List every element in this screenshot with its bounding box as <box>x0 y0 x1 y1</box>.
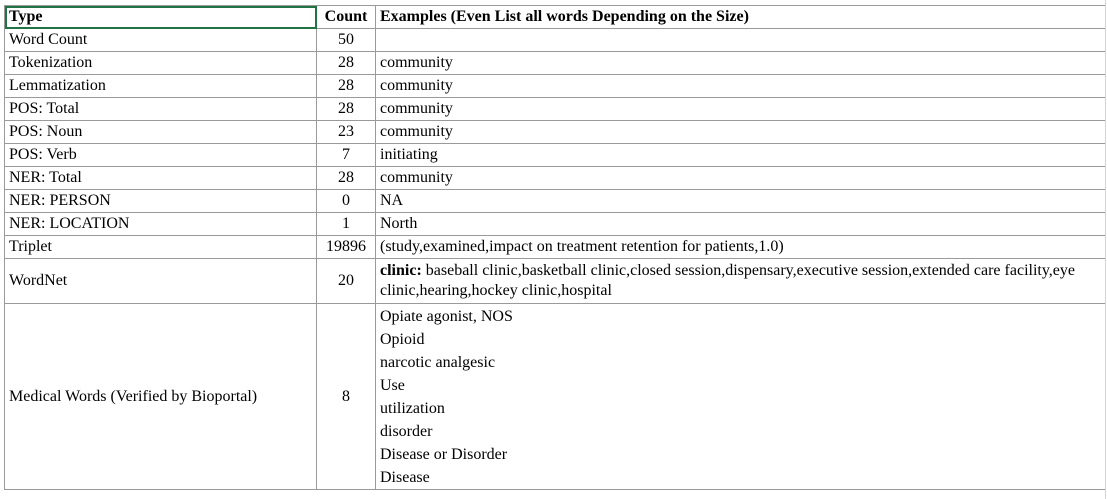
count-cell[interactable]: 20 <box>316 258 376 304</box>
example-cell[interactable]: NA <box>375 189 1106 213</box>
type-cell[interactable]: Tokenization <box>4 51 317 75</box>
header-type-cell[interactable]: Type <box>4 5 317 29</box>
count-cell[interactable]: 28 <box>316 166 376 190</box>
wordnet-synonyms: baseball clinic,basketball clinic,closed… <box>380 262 1076 299</box>
example-cell[interactable]: initiating <box>375 143 1106 167</box>
example-cell[interactable]: community <box>375 120 1106 144</box>
count-cell[interactable]: 1 <box>316 212 376 236</box>
count-cell[interactable]: 8 <box>316 303 376 490</box>
count-cell[interactable]: 50 <box>316 28 376 52</box>
type-cell[interactable]: WordNet <box>4 258 317 304</box>
count-cell[interactable]: 7 <box>316 143 376 167</box>
table-row: Word Count 50 <box>4 28 1106 52</box>
medical-word: utilization <box>380 400 445 417</box>
medical-row: Medical Words (Verified by Bioportal) 8 … <box>4 303 1106 490</box>
example-cell[interactable]: community <box>375 97 1106 121</box>
table-row: POS: Total 28 community <box>4 97 1106 121</box>
count-cell[interactable]: 28 <box>316 97 376 121</box>
type-cell[interactable]: NER: LOCATION <box>4 212 317 236</box>
medical-word: disorder <box>380 423 433 440</box>
count-cell[interactable]: 28 <box>316 51 376 75</box>
medical-word: Opiate agonist, NOS <box>380 308 513 325</box>
count-cell[interactable]: 0 <box>316 189 376 213</box>
table-row: POS: Verb 7 initiating <box>4 143 1106 167</box>
type-cell[interactable]: NER: Total <box>4 166 317 190</box>
type-cell[interactable]: Triplet <box>4 235 317 259</box>
medical-word: Disease <box>380 469 430 486</box>
count-cell[interactable]: 23 <box>316 120 376 144</box>
table-row: NER: LOCATION 1 North <box>4 212 1106 236</box>
table-row: NER: PERSON 0 NA <box>4 189 1106 213</box>
example-cell[interactable]: community <box>375 51 1106 75</box>
medical-word: Disease or Disorder <box>380 446 508 463</box>
table-row: NER: Total 28 community <box>4 166 1106 190</box>
header-examples-cell[interactable]: Examples (Even List all words Depending … <box>375 5 1106 29</box>
data-table: Type Count Examples (Even List all words… <box>4 5 1106 490</box>
medical-word: Opioid <box>380 331 425 348</box>
table-row: Lemmatization 28 community <box>4 74 1106 98</box>
table-row: Triplet 19896 (study,examined,impact on … <box>4 235 1106 259</box>
type-cell[interactable]: Word Count <box>4 28 317 52</box>
medical-word: Use <box>380 377 405 394</box>
header-count-cell[interactable]: Count <box>316 5 376 29</box>
wordnet-row: WordNet 20 clinic: baseball clinic,baske… <box>4 258 1106 304</box>
table-row: POS: Noun 23 community <box>4 120 1106 144</box>
medical-word: narcotic analgesic <box>380 354 496 371</box>
medical-example-cell[interactable]: Opiate agonist, NOS Opioid narcotic anal… <box>375 303 1106 490</box>
count-cell[interactable]: 19896 <box>316 235 376 259</box>
wordnet-example-cell[interactable]: clinic: baseball clinic,basketball clini… <box>375 258 1106 304</box>
header-row: Type Count Examples (Even List all words… <box>4 5 1106 29</box>
type-cell[interactable]: Lemmatization <box>4 74 317 98</box>
type-cell[interactable]: Medical Words (Verified by Bioportal) <box>4 303 317 490</box>
wordnet-headword: clinic: <box>380 262 422 279</box>
example-cell[interactable] <box>375 28 1106 52</box>
type-cell[interactable]: POS: Verb <box>4 143 317 167</box>
example-cell[interactable]: North <box>375 212 1106 236</box>
type-cell[interactable]: NER: PERSON <box>4 189 317 213</box>
example-cell[interactable]: community <box>375 166 1106 190</box>
type-cell[interactable]: POS: Total <box>4 97 317 121</box>
grid-edge-line <box>1105 0 1106 499</box>
table-row: Tokenization 28 community <box>4 51 1106 75</box>
example-cell[interactable]: (study,examined,impact on treatment rete… <box>375 235 1106 259</box>
example-cell[interactable]: community <box>375 74 1106 98</box>
count-cell[interactable]: 28 <box>316 74 376 98</box>
type-cell[interactable]: POS: Noun <box>4 120 317 144</box>
